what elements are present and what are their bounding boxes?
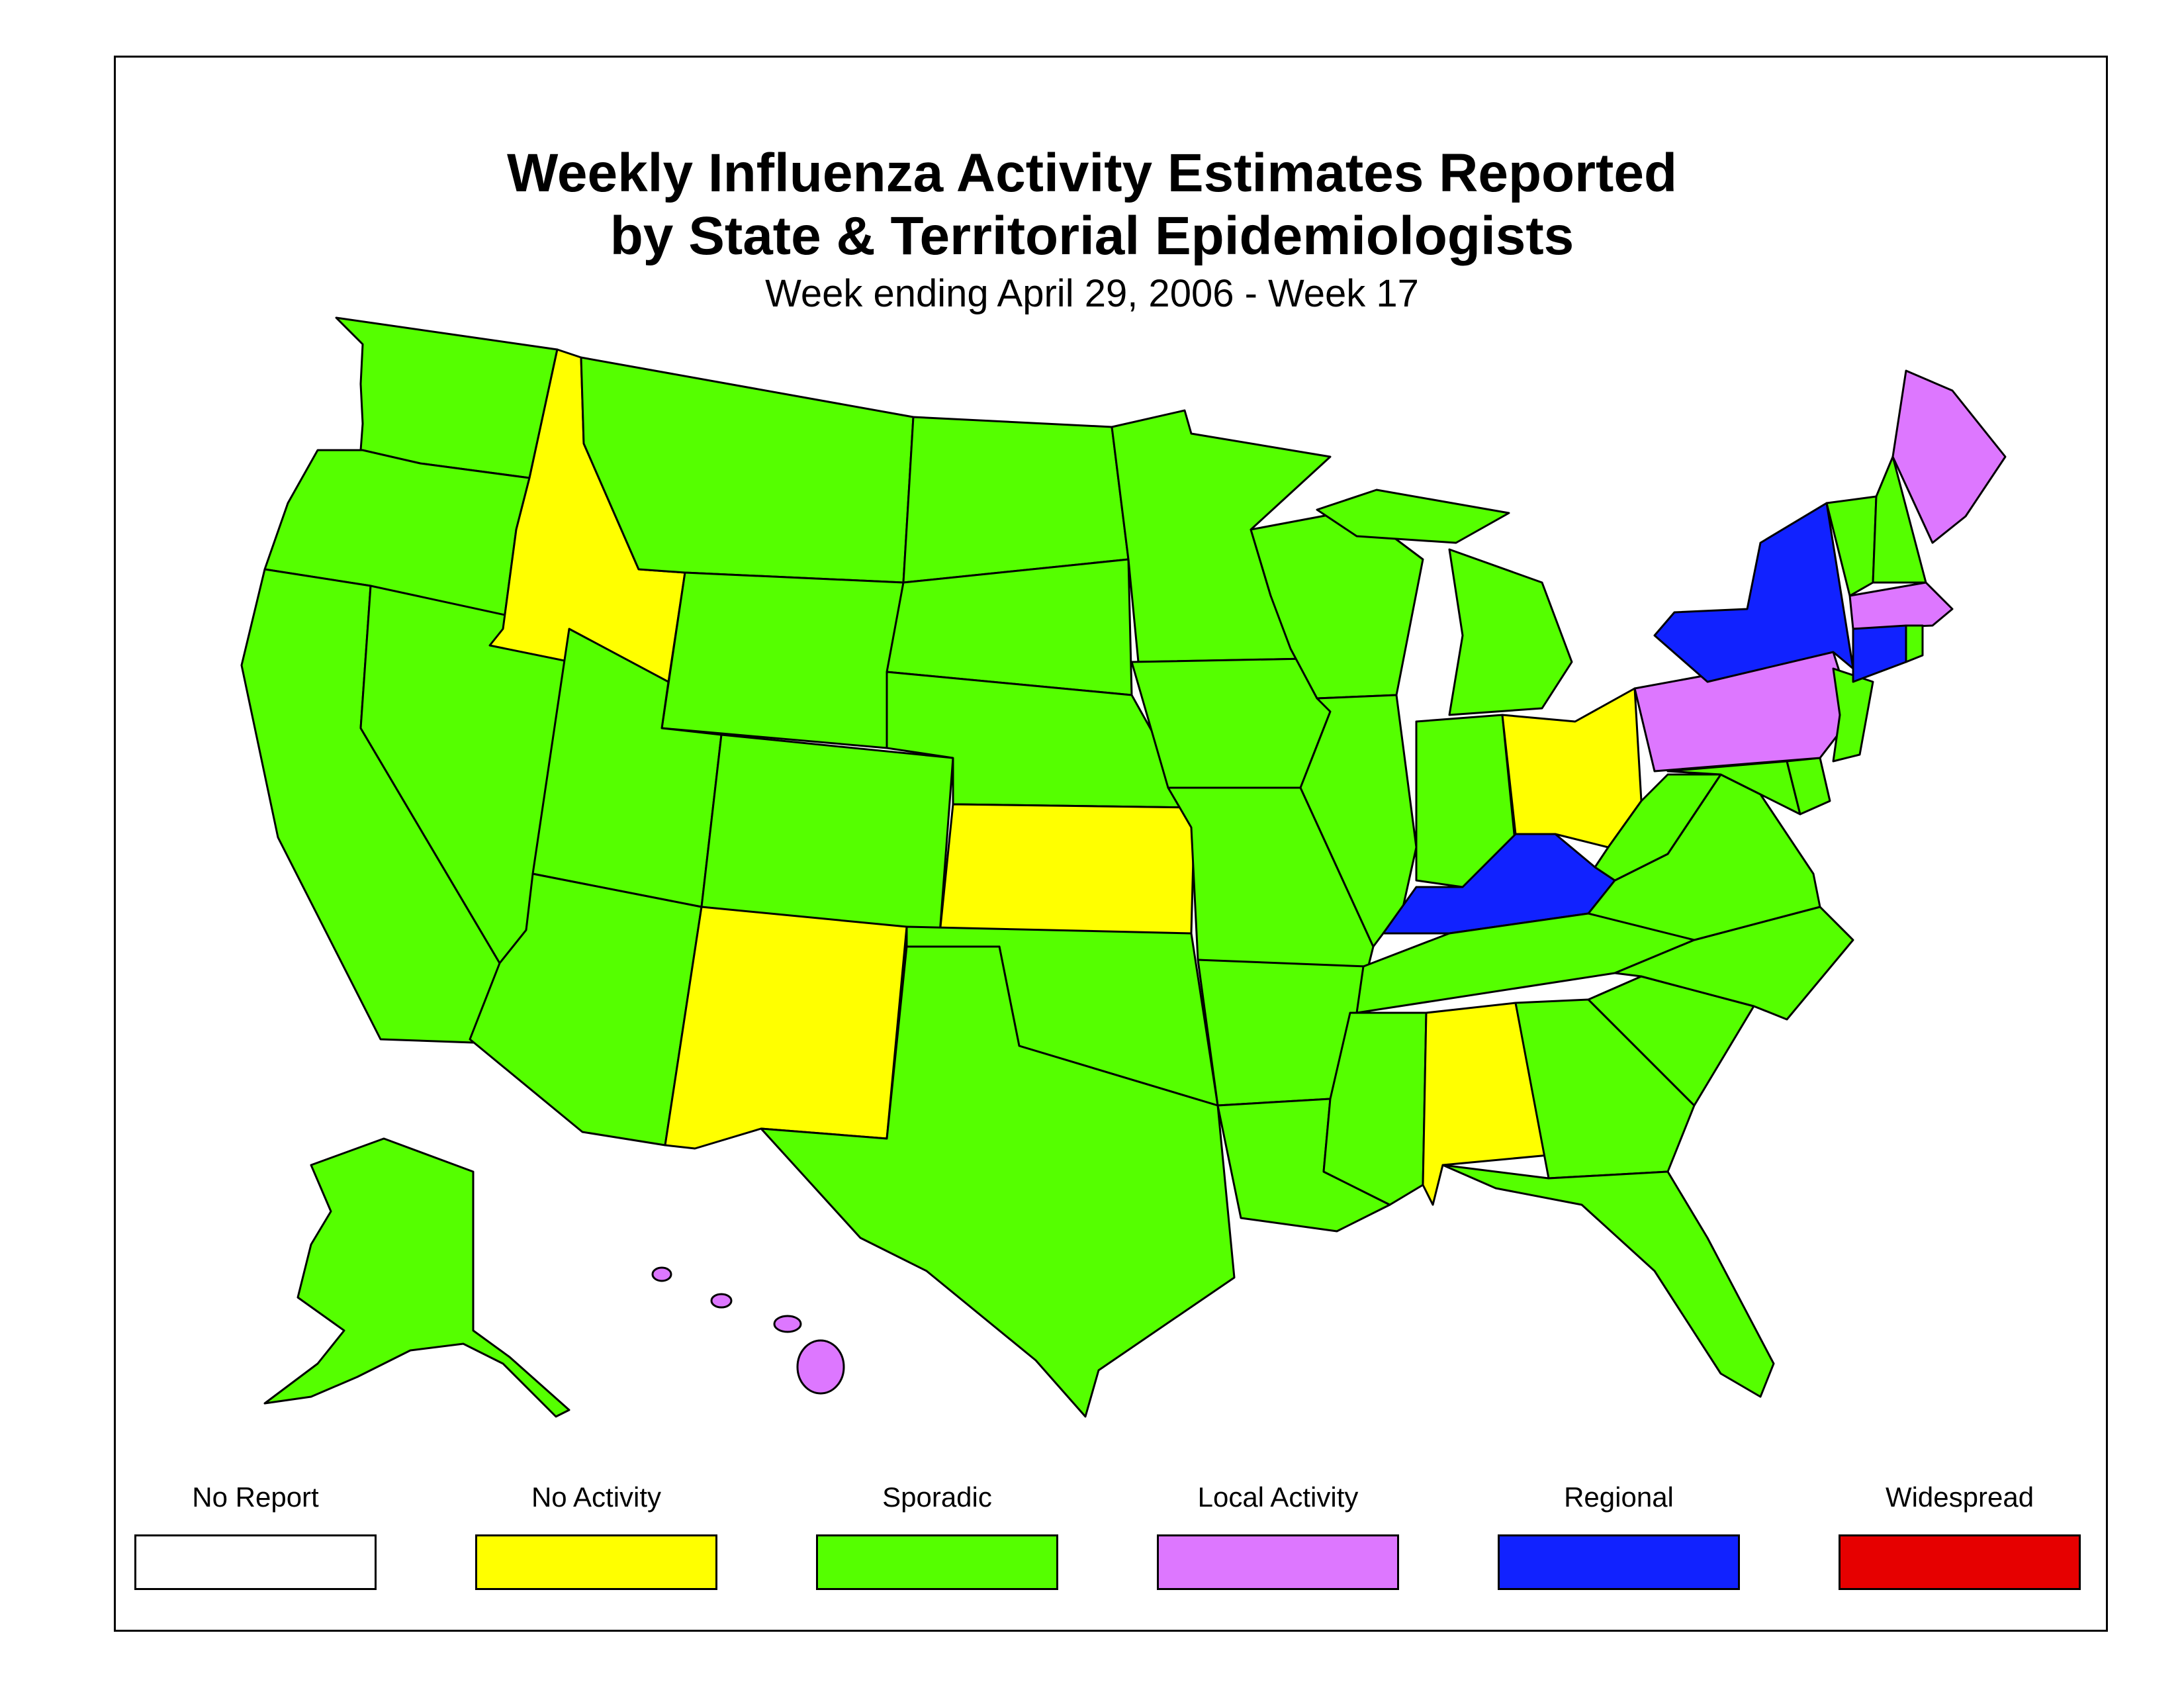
- state-ND: [902, 416, 1130, 584]
- state-RI: [1905, 624, 1924, 663]
- state-NJ: [1832, 667, 1874, 763]
- state-HI-kauai: [651, 1266, 672, 1282]
- legend-swatch: [816, 1534, 1058, 1590]
- legend-label: Widespread: [1885, 1481, 2034, 1513]
- state-HI-bigisland: [796, 1339, 845, 1395]
- legend-label: Local Activity: [1197, 1481, 1359, 1513]
- legend-swatch: [1839, 1534, 2081, 1590]
- state-MA: [1848, 581, 1954, 630]
- state-NM: [664, 906, 908, 1150]
- legend-label: No Report: [192, 1481, 319, 1513]
- state-OH: [1501, 687, 1643, 849]
- state-TX: [760, 945, 1236, 1418]
- state-FL: [1441, 1164, 1775, 1398]
- state-KS: [938, 803, 1196, 935]
- map-title-line2: by State & Territorial Epidemiologists: [610, 206, 1574, 266]
- legend-label: No Activity: [531, 1481, 662, 1513]
- legend-swatch: [134, 1534, 377, 1590]
- state-MI-UP: [1316, 489, 1510, 544]
- state-NY: [1653, 502, 1854, 683]
- state-ME: [1891, 369, 2007, 544]
- state-GA: [1514, 998, 1696, 1180]
- map-frame: [114, 56, 2108, 1632]
- state-MI: [1448, 548, 1573, 716]
- legend-label: Sporadic: [882, 1481, 992, 1513]
- state-MT: [580, 356, 915, 584]
- state-CT: [1852, 624, 1907, 683]
- map-title-line1: Weekly Influenza Activity Estimates Repo…: [506, 143, 1678, 203]
- state-WV: [1594, 773, 1722, 882]
- legend-swatch: [475, 1534, 717, 1590]
- state-IL: [1299, 694, 1418, 948]
- state-HI-maui: [773, 1315, 802, 1333]
- state-AK: [263, 1137, 570, 1418]
- state-IA: [1130, 657, 1332, 789]
- state-WY: [660, 571, 905, 749]
- map-subtitle: Week ending April 29, 2006 - Week 17: [765, 272, 1419, 315]
- legend-swatch: [1157, 1534, 1399, 1590]
- legend-label: Regional: [1564, 1481, 1674, 1513]
- state-CO: [700, 733, 954, 935]
- state-HI-oahu: [710, 1293, 733, 1309]
- legend-swatch: [1498, 1534, 1740, 1590]
